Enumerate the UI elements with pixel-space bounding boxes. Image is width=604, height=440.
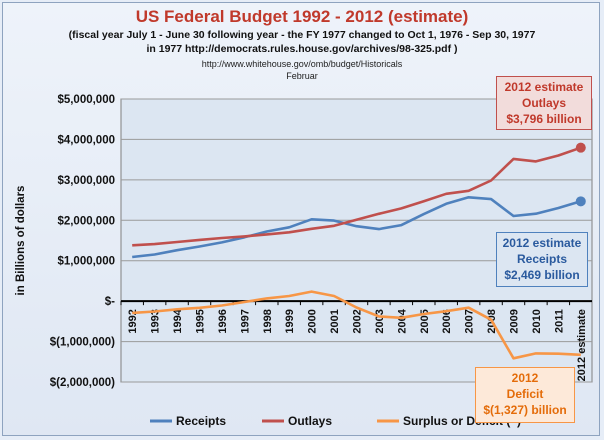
chart-subtitle-line1: (fiscal year July 1 - June 30 following …	[68, 29, 536, 41]
chart-title: US Federal Budget 1992 - 2012 (estimate)	[135, 7, 469, 26]
legend-label-0: Receipts	[176, 414, 226, 428]
chart-subtitle-line2: in 1977 http://democrats.rules.house.gov…	[146, 43, 458, 55]
series-line-2	[132, 290, 581, 360]
y-tick-label: $-	[105, 296, 115, 308]
x-tick-label: 1994	[172, 308, 184, 333]
y-tick-label: $(1,000,000)	[50, 337, 115, 349]
x-tick-label: 2004	[396, 308, 408, 333]
x-tick-label: 1995	[195, 309, 207, 333]
x-tick-label: 2007	[464, 309, 476, 333]
y-tick-label: $1,000,000	[57, 256, 115, 268]
x-tick-label: 2010	[531, 309, 543, 333]
x-tick-label: 1999	[284, 309, 296, 333]
receipts-callout-line2: Receipts	[516, 252, 568, 266]
x-tick-label: 2002	[352, 309, 364, 333]
x-tick-label: 1997	[239, 309, 251, 333]
x-tick-label: 1992	[127, 309, 139, 333]
outlays-callout: 2012 estimate Outlays $3,796 billion	[496, 76, 592, 130]
x-tick-label: 2009	[509, 309, 521, 333]
receipts-callout: 2012 estimate Receipts $2,469 billion	[496, 232, 588, 287]
x-tick-label: 1996	[217, 309, 229, 333]
source-note: Februar	[286, 71, 318, 81]
receipts-callout-line1: 2012 estimate	[502, 236, 582, 250]
deficit-callout-line1: 2012	[511, 371, 539, 385]
y-tick-label: $2,000,000	[57, 215, 115, 227]
y-tick-label: $(2,000,000)	[50, 377, 115, 389]
deficit-callout-line3: $(1,327) billion	[483, 403, 567, 417]
series-line-1	[132, 146, 582, 247]
x-tick-label: 2003	[374, 309, 386, 333]
x-tick-label: 1993	[150, 309, 162, 333]
source-url: http://www.whitehouse.gov/omb/budget/His…	[201, 59, 403, 69]
x-tick-label: 2000	[307, 309, 319, 333]
outlays-callout-line2: Outlays	[521, 96, 566, 110]
y-tick-label: $3,000,000	[57, 175, 115, 187]
series-end-marker-0	[575, 196, 586, 207]
y-tick-label: $5,000,000	[57, 94, 115, 106]
receipts-callout-line3: $2,469 billion	[504, 268, 580, 282]
deficit-callout: 2012 Deficit $(1,327) billion	[475, 367, 575, 423]
outlays-callout-line1: 2012 estimate	[504, 80, 584, 94]
legend-label-1: Outlays	[288, 414, 332, 428]
y-axis-label: in Billions of dollars	[15, 186, 27, 296]
y-tick-label: $4,000,000	[57, 134, 115, 146]
x-tick-label: 2012 estimate	[576, 309, 588, 381]
x-tick-label: 1998	[262, 309, 274, 333]
series-line-0	[132, 196, 582, 259]
x-tick-label: 2011	[553, 309, 565, 333]
outlays-callout-line3: $3,796 billion	[506, 112, 582, 126]
series-end-marker-1	[575, 142, 586, 153]
x-tick-label: 2001	[329, 309, 341, 333]
deficit-callout-line2: Deficit	[506, 387, 544, 401]
x-tick-label: 2006	[441, 309, 453, 333]
